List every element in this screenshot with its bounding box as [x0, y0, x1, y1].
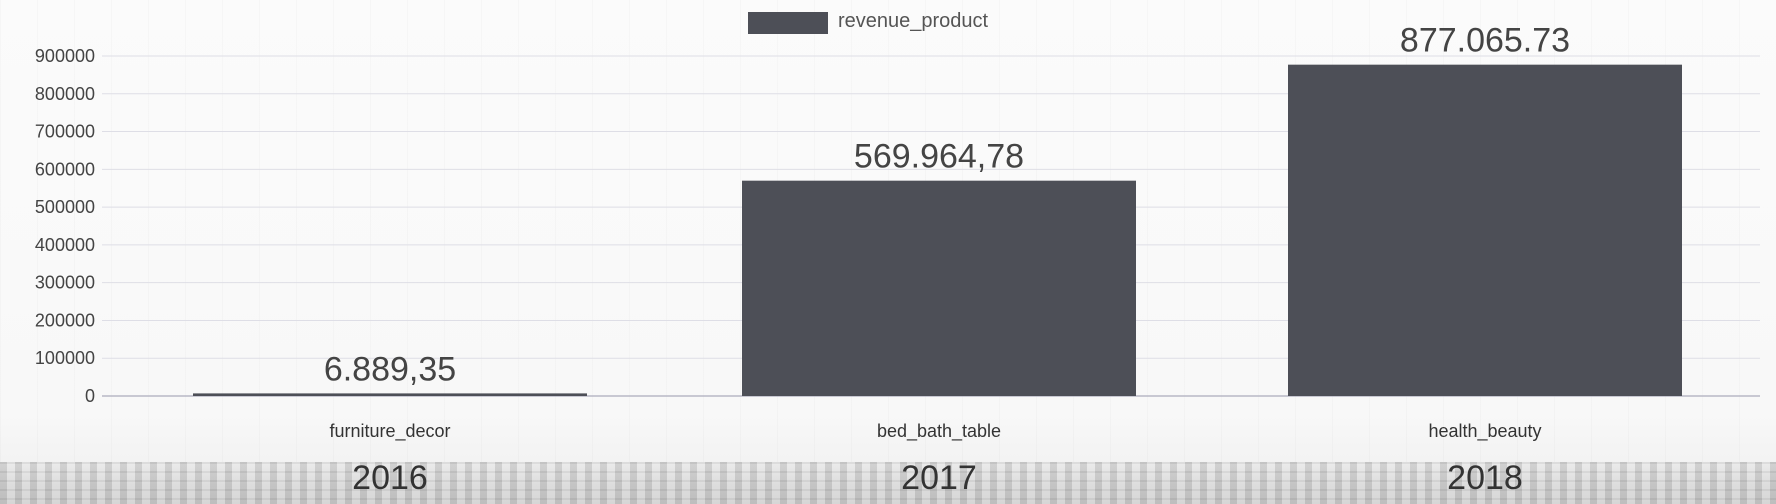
y-tick-label: 500000	[35, 197, 95, 217]
legend: revenue_product	[748, 10, 989, 34]
year-label: 2018	[1447, 459, 1523, 497]
y-tick-label: 900000	[35, 46, 95, 66]
data-label: 6.889,35	[324, 350, 456, 388]
y-tick-label: 800000	[35, 84, 95, 104]
year-label: 2017	[901, 459, 977, 497]
y-tick-label: 0	[85, 386, 95, 406]
data-label: 569.964,78	[854, 138, 1024, 176]
y-tick-label: 200000	[35, 310, 95, 330]
legend-label: revenue_product	[838, 10, 989, 32]
category-label: bed_bath_table	[877, 421, 1001, 442]
data-labels: 6.889,35 569.964,78 877.065.73	[324, 22, 1570, 389]
category-labels: furniture_decor bed_bath_table health_beau…	[329, 421, 1541, 442]
bar-furniture_decor	[193, 393, 587, 396]
y-tick-label: 400000	[35, 235, 95, 255]
category-label: furniture_decor	[329, 421, 450, 442]
data-label: 877.065.73	[1400, 22, 1570, 60]
bar-health_beauty	[1288, 64, 1682, 396]
year-label: 2016	[352, 459, 428, 497]
y-tick-label: 100000	[35, 348, 95, 368]
year-labels: 2016 2017 2018	[352, 459, 1523, 497]
y-axis: 900000 800000 700000 600000 500000 400000 3000…	[35, 46, 95, 406]
background-photo-strip	[0, 462, 1776, 504]
legend-swatch	[748, 12, 828, 34]
y-tick-label: 700000	[35, 122, 95, 142]
bar-bed_bath_table	[742, 180, 1136, 396]
y-tick-label: 300000	[35, 273, 95, 293]
category-label: health_beauty	[1428, 421, 1541, 442]
y-tick-label: 600000	[35, 159, 95, 179]
bars	[193, 64, 1682, 396]
